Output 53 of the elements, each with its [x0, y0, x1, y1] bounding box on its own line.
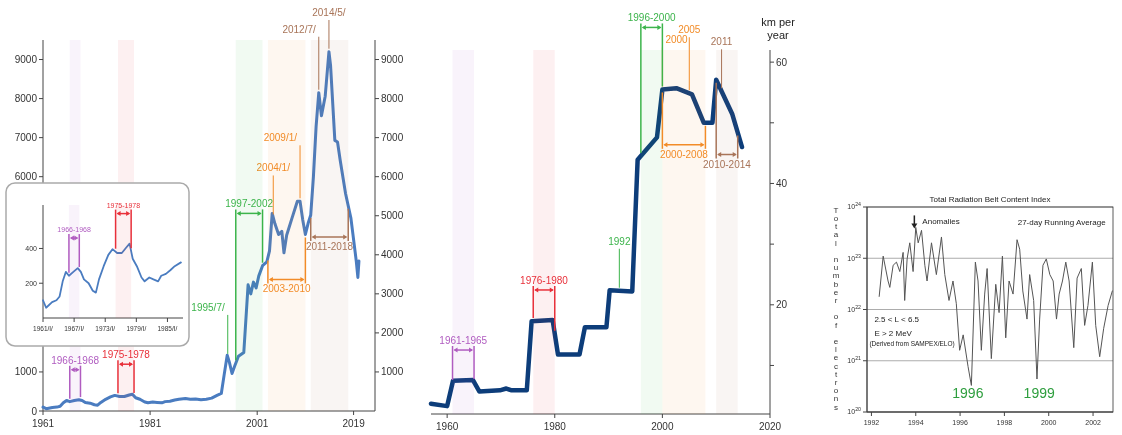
- y2-tick-label: 7000: [381, 132, 404, 144]
- annotation: 2.5 < L < 6.5: [874, 314, 920, 324]
- ref-line-label: 2005: [678, 24, 701, 36]
- x-tick-label: 1980: [543, 421, 567, 432]
- y2-tick-label: 4000: [381, 249, 404, 261]
- x-tick-label: 1981: [138, 418, 162, 429]
- x-tick-label: 1960: [436, 421, 459, 432]
- annotation: E > 2 MeV: [874, 329, 913, 339]
- y-tick-label: 9000: [14, 54, 38, 66]
- x-tick-label: 2001: [246, 418, 269, 429]
- band-label: 2011-2018: [305, 240, 354, 252]
- y-tick-label: 1000: [14, 366, 38, 378]
- text: Total number of electrons: [832, 205, 840, 412]
- ref-line-label: 2009/1/: [263, 132, 298, 144]
- annotation: 1999: [1023, 384, 1055, 401]
- annotation: Anomalies: [922, 217, 960, 227]
- x-tick-label: 2000: [651, 421, 674, 432]
- ref-line-label: 2012/7/: [282, 23, 316, 35]
- x-tick-label: 2020: [758, 421, 782, 432]
- y-tick-label: 0: [31, 405, 38, 417]
- y2-tick-label: 5000: [381, 210, 404, 222]
- y2-tick-label: 8000: [381, 93, 404, 105]
- band-label: 1961-1965: [439, 335, 488, 347]
- x-tick-label: 1961: [31, 418, 55, 429]
- band-label: 2000-2008: [659, 148, 709, 160]
- band-label: 1966-1968: [51, 354, 100, 366]
- x-tick-label: 2019: [342, 418, 366, 429]
- ref-line-label: 2000: [665, 34, 689, 46]
- y2-tick-label: 6000: [381, 171, 404, 183]
- ref-line-label: 1995/7/: [191, 301, 225, 313]
- y-tick-label: 8000: [14, 93, 38, 105]
- ref-line-label: 2004/1/: [256, 162, 291, 174]
- band-label: 1996-2000: [627, 12, 676, 24]
- y2-tick-label: 3000: [381, 288, 404, 300]
- annotation: 1996: [952, 384, 984, 401]
- y2-tick-label: 9000: [381, 54, 404, 66]
- band-label: 2010-2014: [703, 158, 752, 170]
- y2-tick-label: 20: [776, 299, 788, 311]
- y2-tick-label: 60: [776, 56, 788, 68]
- ref-line-label: 1992: [608, 235, 631, 247]
- band-label: 1976-1980: [520, 274, 569, 286]
- y2-axis-title: km per year: [761, 16, 796, 41]
- y2-tick-label: 1000: [381, 366, 404, 378]
- band-label: 2003-2010: [262, 283, 311, 295]
- band-label: 1997-2002: [225, 198, 274, 210]
- ref-line-label: 2014/5/: [312, 7, 346, 18]
- y-tick-label: 7000: [14, 132, 38, 144]
- ref-line-label: 2011: [710, 36, 733, 48]
- y-tick-label: 6000: [14, 171, 38, 183]
- band-label: 1975-1978: [102, 349, 151, 361]
- annotation: 27-day Running Average: [1017, 218, 1107, 228]
- chart-title: Total Radiation Belt Content Index: [929, 195, 1051, 204]
- y2-tick-label: 40: [776, 177, 788, 189]
